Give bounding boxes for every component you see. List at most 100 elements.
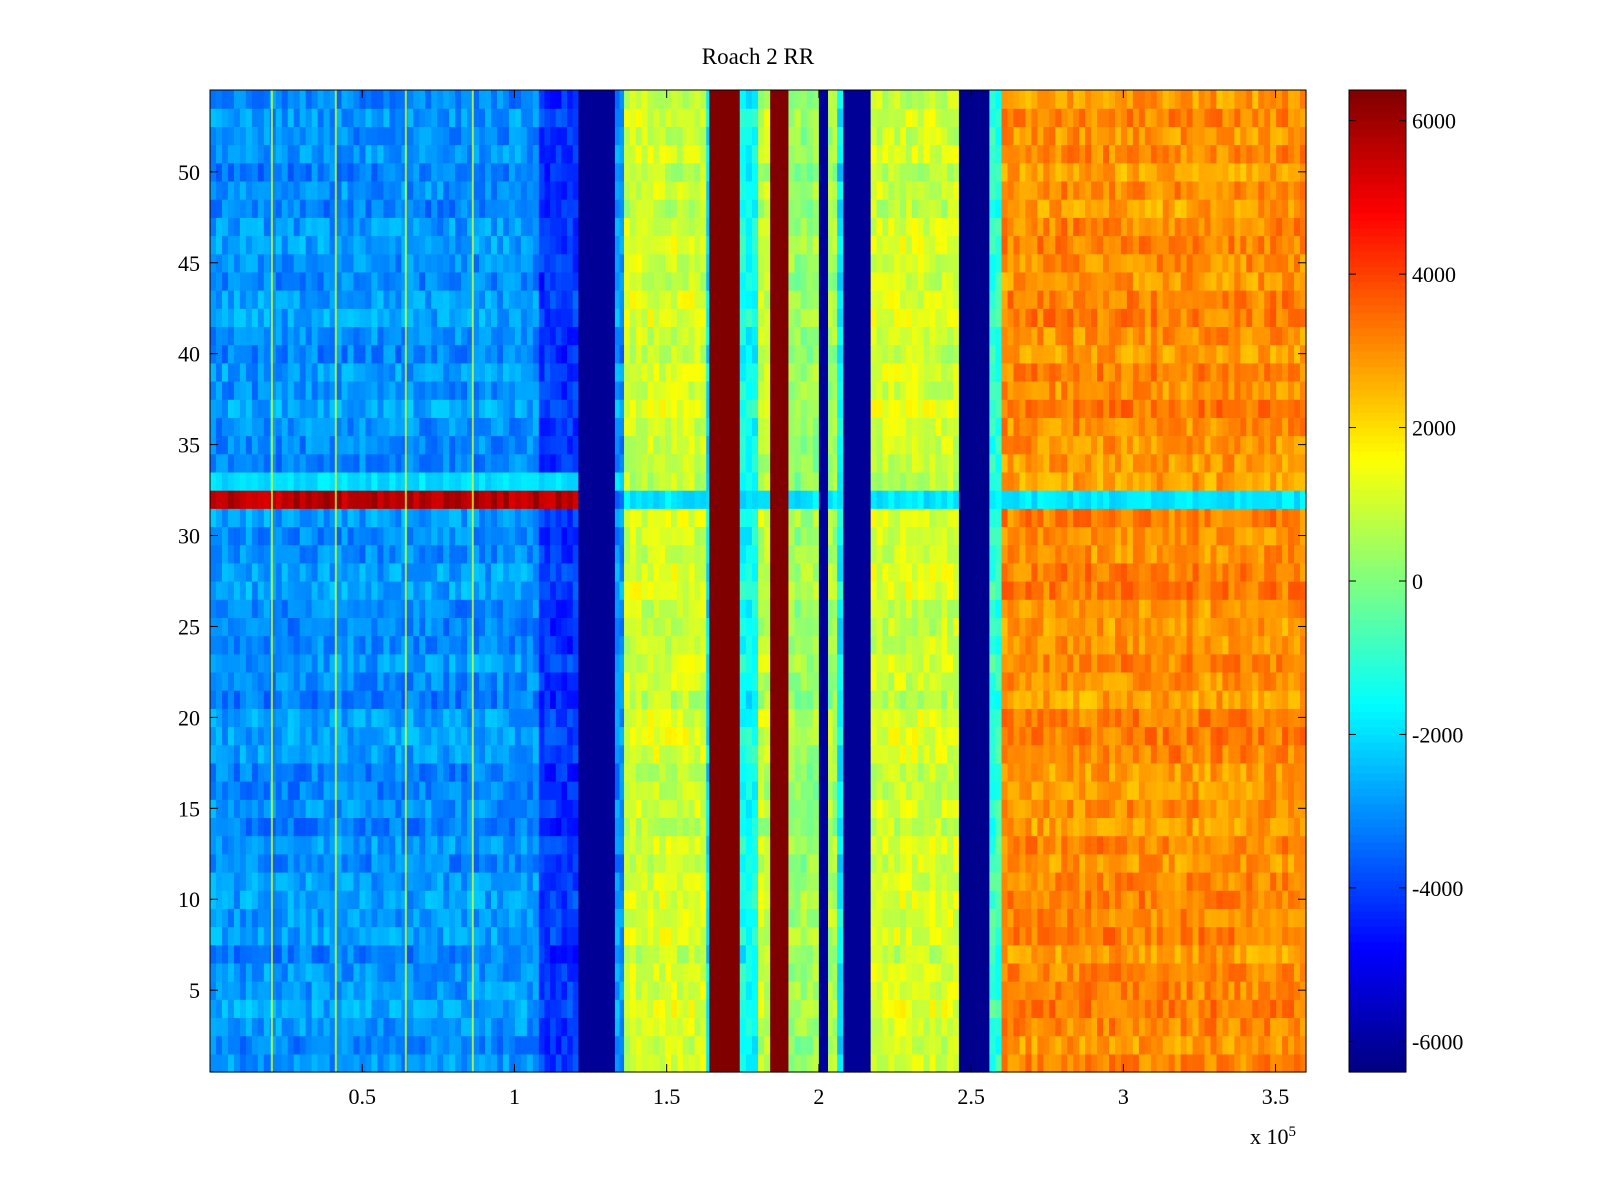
- heatmap-cell: [624, 781, 631, 800]
- heatmap-cell: [359, 235, 367, 255]
- heatmap-cell: [359, 471, 367, 491]
- heatmap-cell: [614, 90, 621, 109]
- heatmap-cell: [455, 781, 462, 800]
- heatmap-cell: [502, 326, 510, 346]
- heatmap-cell: [461, 708, 468, 728]
- heatmap-cell: [614, 817, 621, 837]
- heatmap-cell: [635, 435, 643, 455]
- heatmap-cell: [635, 853, 643, 873]
- heatmap-cell: [329, 1017, 337, 1037]
- heatmap-cell: [490, 671, 498, 691]
- heatmap-cell: [502, 762, 510, 782]
- heatmap-cell: [584, 944, 592, 964]
- heatmap-cell: [715, 744, 723, 764]
- heatmap-cell: [239, 126, 247, 146]
- heatmap-cell: [502, 944, 510, 964]
- heatmap-cell: [431, 817, 438, 837]
- heatmap-cell: [561, 180, 568, 200]
- heatmap-cell: [299, 180, 307, 200]
- heatmap-cell: [496, 1053, 504, 1073]
- heatmap-cell: [365, 344, 373, 364]
- heatmap-cell: [727, 671, 735, 691]
- heatmap-cell: [239, 908, 247, 928]
- heatmap-cell: [709, 962, 716, 982]
- heatmap-cell: [496, 326, 504, 346]
- heatmap-cell: [578, 308, 586, 328]
- heatmap-cell: [479, 1035, 486, 1055]
- heatmap-cell: [353, 926, 361, 946]
- heatmap-cell: [676, 781, 684, 800]
- heatmap-cell: [425, 126, 432, 146]
- heatmap-cell: [431, 653, 438, 673]
- heatmap-cell: [709, 999, 716, 1019]
- heatmap-cell: [538, 362, 546, 382]
- heatmap-cell: [449, 981, 456, 1000]
- heatmap-cell: [401, 599, 408, 618]
- heatmap-cell: [676, 871, 684, 891]
- heatmap-cell: [233, 1035, 241, 1055]
- heatmap-cell: [221, 708, 229, 728]
- heatmap-cell: [561, 708, 568, 728]
- heatmap-cell: [614, 671, 621, 691]
- heatmap-cell: [323, 471, 331, 491]
- heatmap-cell: [653, 544, 660, 564]
- heatmap-cell: [624, 981, 631, 1000]
- heatmap-cell: [437, 108, 444, 127]
- heatmap-cell: [473, 581, 480, 600]
- heatmap-cell: [293, 999, 301, 1019]
- heatmap-cell: [317, 744, 325, 764]
- heatmap-cell: [239, 362, 247, 382]
- heatmap-cell: [395, 708, 402, 728]
- heatmap-cell: [688, 399, 696, 418]
- heatmap-cell: [275, 490, 283, 509]
- heatmap-cell: [671, 1017, 678, 1037]
- heatmap-cell: [479, 599, 486, 618]
- heatmap-cell: [671, 271, 678, 291]
- heatmap-cell: [287, 90, 295, 109]
- heatmap-cell: [745, 308, 753, 328]
- heatmap-cell: [389, 1017, 396, 1037]
- heatmap-cell: [635, 362, 643, 382]
- heatmap-cell: [479, 490, 486, 509]
- heatmap-cell: [561, 871, 568, 891]
- heatmap-cell: [419, 726, 426, 746]
- heatmap-cell: [590, 944, 598, 964]
- heatmap-cell: [227, 1035, 235, 1055]
- heatmap-cell: [437, 490, 444, 509]
- heatmap-cell: [578, 926, 586, 946]
- heatmap-cell: [727, 617, 735, 637]
- heatmap-cell: [602, 1035, 610, 1055]
- heatmap-cell: [377, 890, 384, 909]
- heatmap-cell: [407, 380, 414, 400]
- heatmap-cell: [676, 581, 684, 600]
- heatmap-cell: [682, 817, 690, 837]
- heatmap-cell: [624, 562, 631, 582]
- heatmap-cell: [365, 653, 373, 673]
- heatmap-cell: [659, 726, 666, 746]
- heatmap-cell: [371, 253, 378, 273]
- heatmap-cell: [311, 399, 319, 418]
- heatmap-cell: [485, 453, 492, 473]
- heatmap-cell: [299, 853, 307, 873]
- heatmap-cell: [490, 380, 498, 400]
- heatmap-cell: [709, 890, 716, 909]
- heatmap-cell: [490, 362, 498, 382]
- heatmap-cell: [347, 799, 355, 819]
- heatmap-cell: [281, 108, 289, 127]
- heatmap-cell: [443, 835, 450, 855]
- heatmap-cell: [532, 126, 540, 146]
- heatmap-cell: [365, 762, 373, 782]
- heatmap-cell: [335, 671, 343, 691]
- heatmap-cell: [653, 890, 660, 909]
- heatmap-cell: [353, 871, 361, 891]
- heatmap-cell: [455, 1053, 462, 1073]
- heatmap-cell: [485, 490, 492, 509]
- heatmap-cell: [550, 853, 557, 873]
- heatmap-cell: [227, 562, 235, 582]
- heatmap-cell: [449, 853, 456, 873]
- heatmap-cell: [659, 744, 666, 764]
- heatmap-cell: [614, 726, 621, 746]
- heatmap-cell: [520, 999, 528, 1019]
- heatmap-cell: [485, 380, 492, 400]
- heatmap-cell: [715, 308, 723, 328]
